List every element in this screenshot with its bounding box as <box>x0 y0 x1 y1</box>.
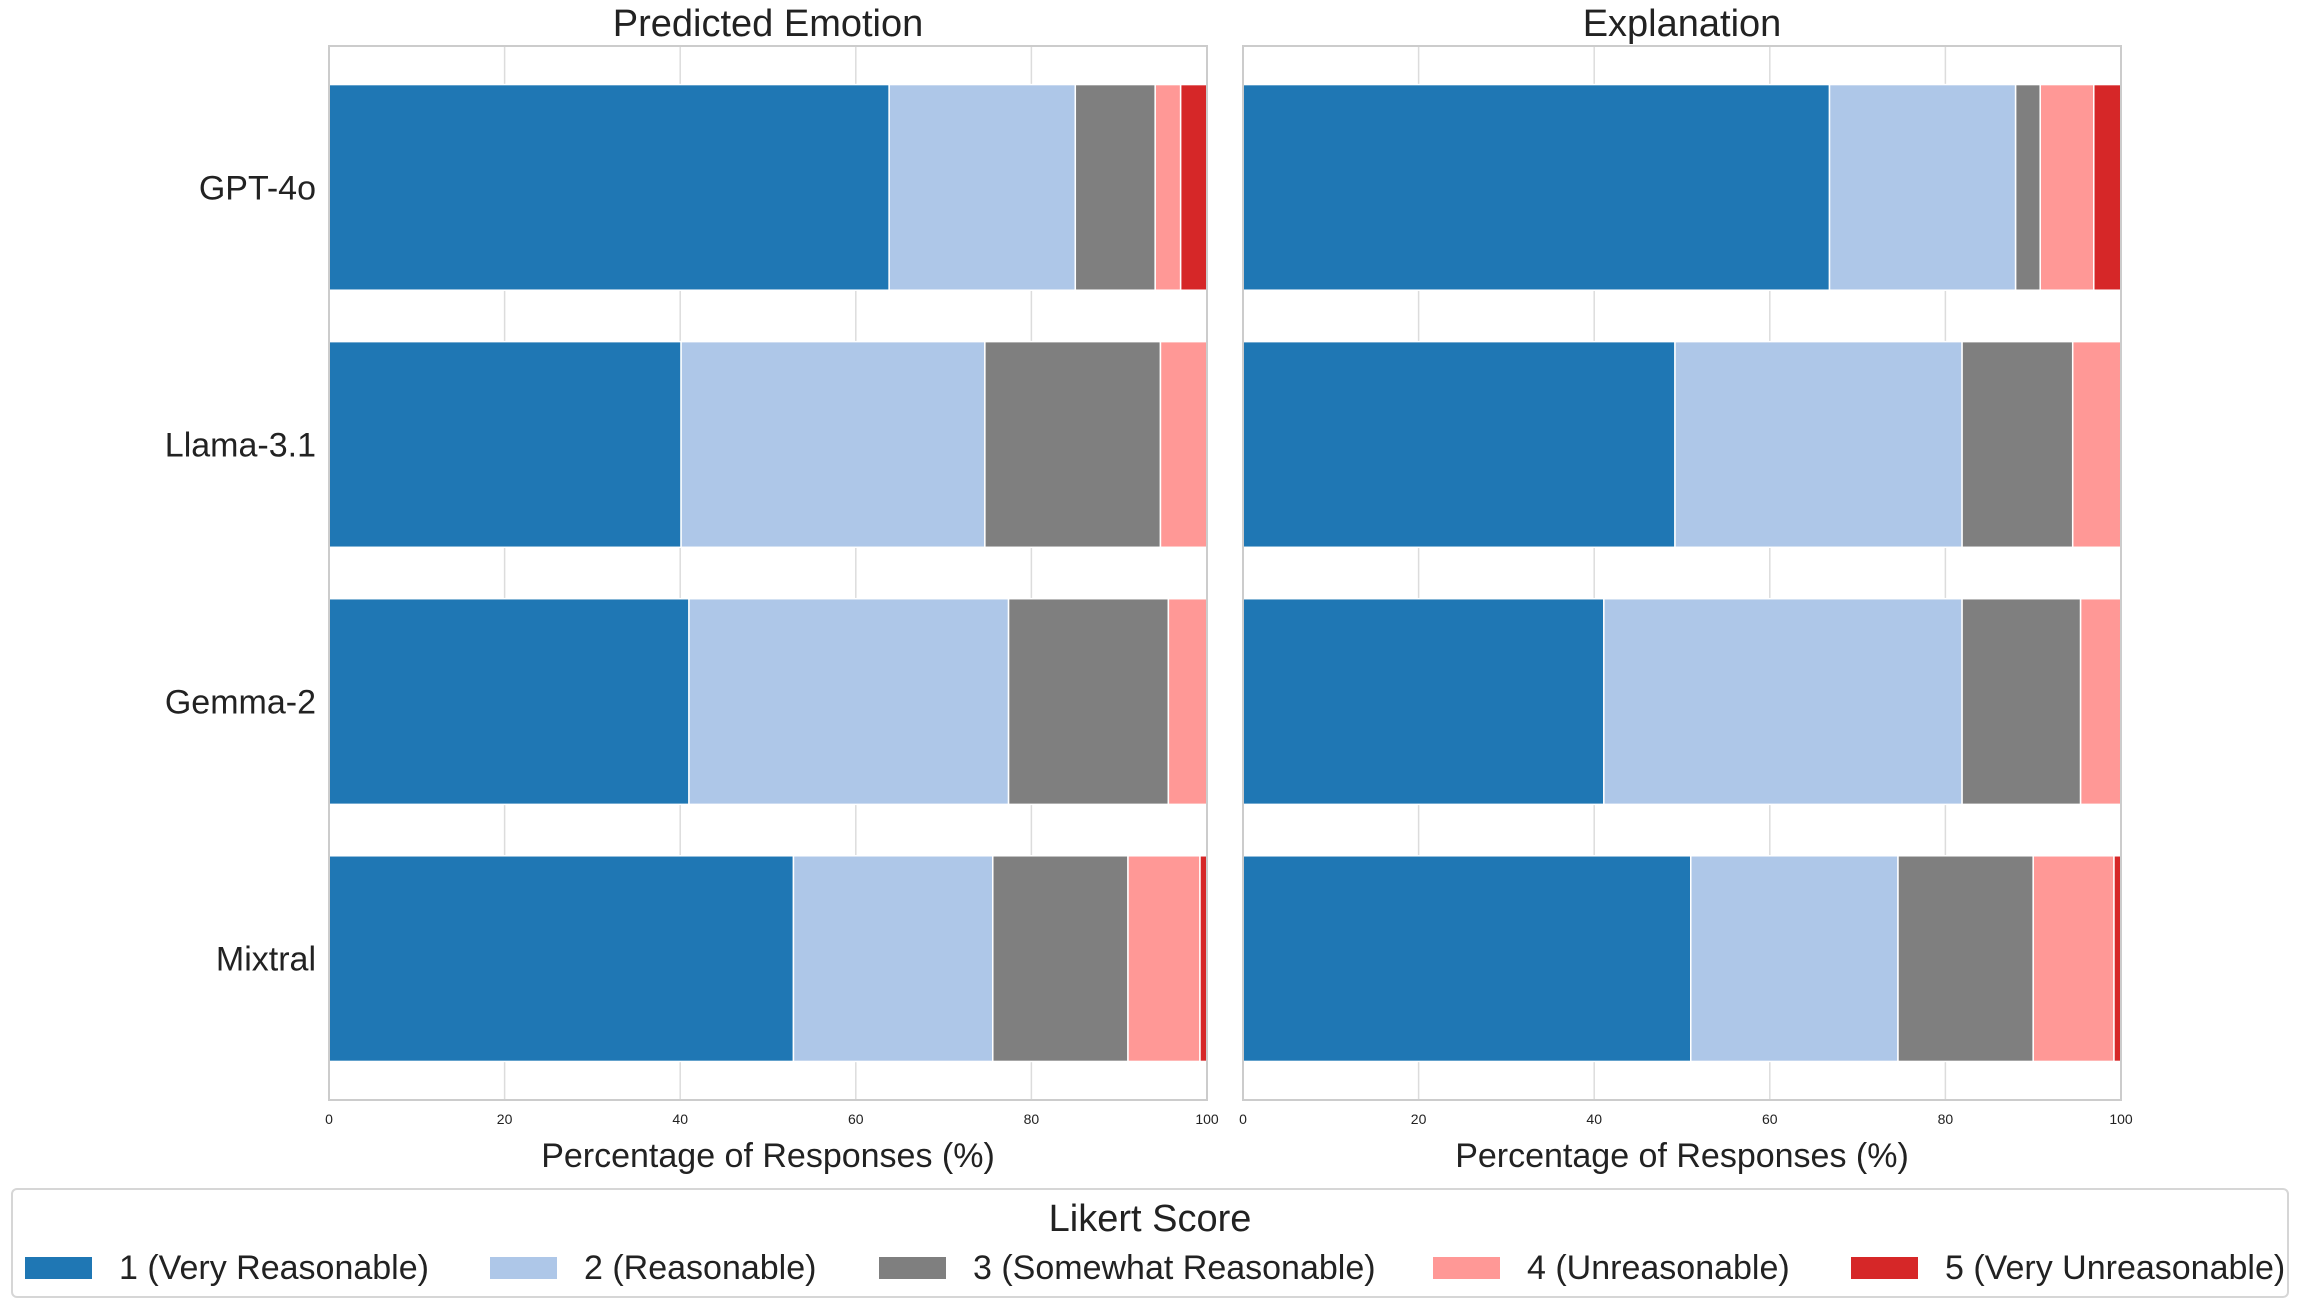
panel1-bar-llama-3-1-score-4 <box>1159 340 1208 549</box>
panel2-tick-label-x: 80 <box>1938 1111 1954 1127</box>
legend-title: Likert Score <box>1048 1198 1252 1240</box>
panel1-bar-llama-3-1-score-1 <box>328 340 682 549</box>
panel2-bar-gemma-2-score-2 <box>1603 597 1963 806</box>
panel1-bar-gemma-2-score-1 <box>328 597 690 806</box>
panel1-bar-gpt-4o-score-2 <box>888 83 1077 291</box>
panel1-bar-mixtral-score-5 <box>1199 855 1208 1063</box>
panel1-bar-gpt-4o-score-5 <box>1179 83 1208 291</box>
legend-label-5: 5 (Very Unreasonable) <box>1945 1248 2286 1287</box>
panel2-bar-gemma-2-score-1 <box>1242 597 1605 806</box>
legend-swatch-2 <box>490 1257 557 1279</box>
legend-swatch-3 <box>879 1257 946 1279</box>
legend-item-4: 4 (Unreasonable) <box>1433 1248 1790 1288</box>
panel1-bar-gemma-2-score-3 <box>1007 597 1170 806</box>
panel2-bar-mixtral-score-3 <box>1897 855 2034 1063</box>
panel2-bar-llama-3-1-score-3 <box>1961 340 2074 549</box>
legend-label-2: 2 (Reasonable) <box>584 1248 817 1287</box>
legend: Likert Score 1 (Very Reasonable) 2 (Reas… <box>11 1188 2289 1298</box>
legend-label-3: 3 (Somewhat Reasonable) <box>973 1248 1376 1287</box>
panel1-title: Predicted Emotion <box>613 3 924 45</box>
category-label-gemma-2: Gemma-2 <box>165 684 316 722</box>
panel1-bar-mixtral-score-4 <box>1127 855 1201 1063</box>
panel2-bar-gpt-4o-score-5 <box>2093 83 2122 291</box>
panel2-bar-mixtral-score-1 <box>1242 855 1692 1063</box>
panel1-bar-gpt-4o-score-1 <box>328 83 890 291</box>
panel1-frame <box>328 45 1208 1101</box>
panel1-tick-label-x: 100 <box>1195 1111 1219 1127</box>
panel1-bar-llama-3-1-score-2 <box>680 340 986 549</box>
legend-swatch-1 <box>25 1257 92 1279</box>
panel2-bar-gemma-2-score-3 <box>1961 597 2082 806</box>
legend-label-1: 1 (Very Reasonable) <box>119 1248 429 1287</box>
legend-item-3: 3 (Somewhat Reasonable) <box>879 1248 1376 1288</box>
panel2-tick-label-x: 20 <box>1411 1111 1427 1127</box>
panel2-title: Explanation <box>1583 3 1782 45</box>
category-label-llama-3-1: Llama-3.1 <box>165 426 316 464</box>
panel2-bar-mixtral-score-4 <box>2032 855 2115 1063</box>
panel2-bar-gpt-4o-score-3 <box>2014 83 2041 291</box>
panel1-xlabel: Percentage of Responses (%) <box>541 1137 995 1175</box>
panel1-tick-label-x: 80 <box>1024 1111 1040 1127</box>
panel1-bar-mixtral-score-1 <box>328 855 795 1063</box>
panel1-bar-gpt-4o-score-3 <box>1074 83 1156 291</box>
category-label-mixtral: Mixtral <box>216 941 316 979</box>
panel2-bar-mixtral-score-2 <box>1690 855 1899 1063</box>
panel1-bar-mixtral-score-3 <box>992 855 1129 1063</box>
panel1-bar-gemma-2-score-4 <box>1167 597 1208 806</box>
legend-label-4: 4 (Unreasonable) <box>1527 1248 1790 1287</box>
panel2-xlabel: Percentage of Responses (%) <box>1455 1137 1909 1175</box>
legend-item-5: 5 (Very Unreasonable) <box>1851 1248 2285 1288</box>
legend-item-2: 2 (Reasonable) <box>490 1248 816 1288</box>
panel2-tick-label-x: 60 <box>1762 1111 1778 1127</box>
legend-swatch-4 <box>1433 1257 1500 1279</box>
panel2-bar-llama-3-1-score-4 <box>2071 340 2122 549</box>
panel2-frame <box>1242 45 2122 1101</box>
panel1-bar-gpt-4o-score-4 <box>1154 83 1182 291</box>
legend-items: 1 (Very Reasonable) 2 (Reasonable) 3 (So… <box>13 1248 2287 1288</box>
panel2-tick-label-x: 40 <box>1586 1111 1602 1127</box>
panel1-tick-label-x: 20 <box>497 1111 513 1127</box>
panel1-tick-label-x: 0 <box>325 1111 333 1127</box>
panel2-bar-gpt-4o-score-4 <box>2039 83 2095 291</box>
panel1-bar-mixtral-score-2 <box>792 855 994 1063</box>
legend-item-1: 1 (Very Reasonable) <box>25 1248 429 1288</box>
panel2-bar-mixtral-score-5 <box>2113 855 2122 1063</box>
panel2-tick-label-x: 0 <box>1239 1111 1247 1127</box>
panel2-bar-gpt-4o-score-1 <box>1242 83 1831 291</box>
panel2-bar-llama-3-1-score-2 <box>1674 340 1963 549</box>
category-label-gpt-4o: GPT-4o <box>199 169 316 207</box>
legend-swatch-5 <box>1851 1257 1918 1279</box>
panel2-bar-llama-3-1-score-1 <box>1242 340 1676 549</box>
panel2-tick-label-x: 100 <box>2109 1111 2133 1127</box>
panel2-bar-gpt-4o-score-2 <box>1828 83 2017 291</box>
panel1-tick-label-x: 40 <box>672 1111 688 1127</box>
panel1-bar-gemma-2-score-2 <box>688 597 1010 806</box>
panel1-bar-llama-3-1-score-3 <box>984 340 1162 549</box>
panel2-bar-gemma-2-score-4 <box>2079 597 2122 806</box>
panel1-tick-label-x: 60 <box>848 1111 864 1127</box>
